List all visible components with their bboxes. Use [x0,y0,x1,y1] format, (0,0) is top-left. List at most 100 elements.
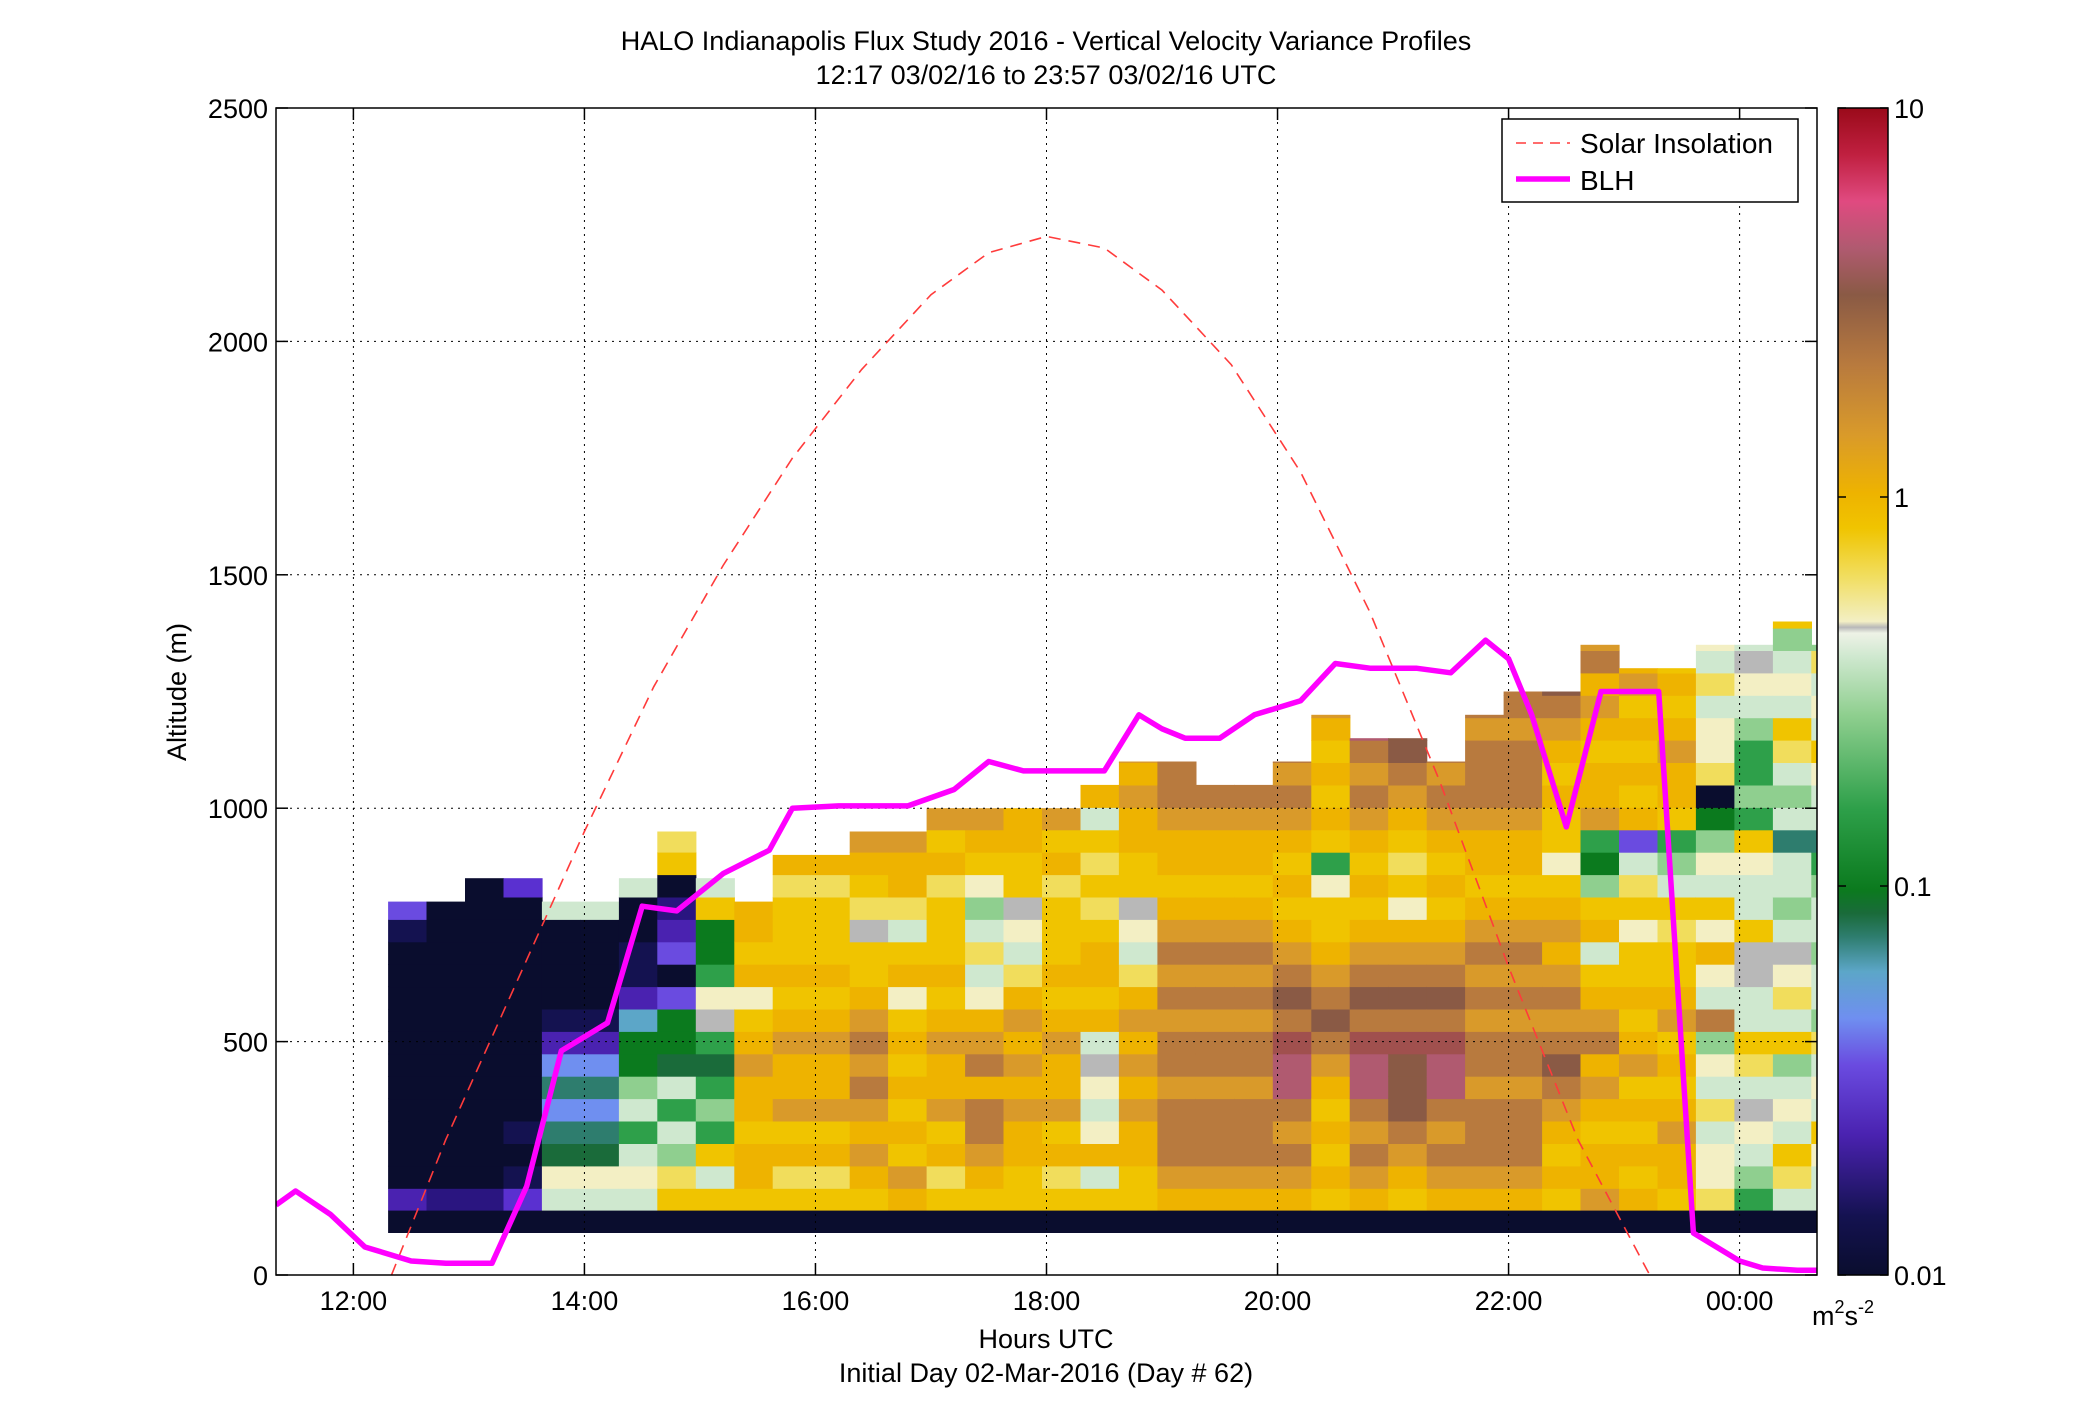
heatmap-cell [926,919,966,943]
heatmap-cell [1888,1099,1927,1122]
heatmap-cell [849,1143,889,1167]
heatmap-cell [1811,740,1817,763]
heatmap-cell [1542,1008,1582,1032]
heatmap-cell [1772,1053,1812,1077]
heatmap-cell [1426,1143,1466,1167]
heatmap-cell [1118,829,1158,853]
heatmap-cell [1965,645,2004,651]
heatmap-cell [503,986,543,1010]
heatmap-cell [1234,1165,1274,1189]
heatmap-cell [1503,986,1543,1010]
heatmap-cell [2004,695,2043,718]
heatmap-cell [1888,1031,1927,1054]
heatmap-cell [695,1143,735,1167]
heatmap-cell [1080,1121,1120,1144]
heatmap-cell [1195,1076,1235,1100]
heatmap-cell [1388,941,1428,965]
heatmap-cell [772,1008,812,1032]
heatmap-cell [1927,1121,1966,1144]
heatmap-cell [1157,1031,1197,1055]
heatmap-cell [1657,740,1697,763]
heatmap-cell [541,986,581,1010]
heatmap-cell [465,878,505,898]
x-tick-label: 22:00 [1475,1286,1543,1316]
heatmap-cell [465,919,505,943]
colorbar: 0.01 0.1 1 10 m2s-2 [1812,94,1947,1331]
heatmap-cell [1734,1031,1774,1055]
heatmap-cell [1118,941,1158,965]
heatmap-cell [926,1031,966,1055]
heatmap-cell [1695,740,1735,763]
heatmap-cell [541,901,581,920]
heatmap-cell [1888,1166,1927,1189]
legend-blh-label: BLH [1580,165,1634,196]
colorbar-gradient [1837,107,1889,1276]
heatmap-cell [1195,829,1235,853]
heatmap-cell [1388,874,1428,898]
heatmap-cell [2004,919,2043,942]
heatmap-cell [1888,740,1927,763]
heatmap-cell [2004,875,2043,898]
heatmap-cell [1003,808,1043,831]
heatmap-cell [1311,964,1351,988]
heatmap-cell [1465,852,1505,876]
heatmap-cell [1888,964,1927,987]
heatmap-cell [1619,1188,1659,1212]
heatmap-cell [811,1076,851,1100]
heatmap-cell [1080,1076,1120,1100]
heatmap-cell [1272,807,1312,831]
heatmap-cell [1695,964,1735,988]
heatmap-cell [1695,1143,1735,1167]
solar-insolation-line [390,235,1651,1275]
heatmap-cell [1772,1008,1812,1032]
heatmap-cell [1811,1076,1817,1100]
heatmap-cell [388,919,428,943]
heatmap-cell [1080,1008,1120,1032]
heatmap-cell [1388,784,1428,808]
heatmap-cell [772,1098,812,1122]
heatmap-cell [1426,784,1466,808]
heatmap-cell [1003,1143,1043,1167]
heatmap-cell [1272,1098,1312,1122]
heatmap-cell [1927,650,1966,673]
heatmap-cell [1465,964,1505,988]
heatmap-cell [1195,852,1235,876]
heatmap-cell [695,1076,735,1100]
heatmap-cell [734,1031,774,1055]
heatmap-cell [541,1008,581,1032]
heatmap-cell [1195,1165,1235,1189]
heatmap-cell [1542,941,1582,965]
heatmap-cell [772,964,812,988]
heatmap-cell [1349,738,1389,741]
heatmap-cell [1734,1008,1774,1032]
heatmap-cell [1311,1165,1351,1189]
heatmap-cell [1888,807,1927,830]
heatmap-cell [1118,1188,1158,1212]
heatmap-cell [1311,896,1351,920]
heatmap-cell [1080,1188,1120,1212]
heatmap-cell [388,1165,428,1189]
heatmap-cell [1503,762,1543,786]
heatmap-cell [1734,829,1774,853]
heatmap-cell [1272,762,1312,786]
heatmap-cell [1465,986,1505,1010]
heatmap-cell [1811,874,1817,898]
heatmap-cell [1811,919,1817,943]
heatmap-cell [1195,807,1235,831]
heatmap-cell [1657,672,1697,696]
heatmap-cell [1157,761,1197,763]
heatmap-cell [2004,606,2043,629]
heatmap-cell [1042,874,1082,898]
heatmap-cell [965,919,1005,943]
heatmap-cell [811,1053,851,1077]
heatmap-cell [1272,896,1312,920]
heatmap-cell [1003,874,1043,898]
heatmap-cell [657,1008,697,1032]
heatmap-cell [1234,874,1274,898]
heatmap-cell [1965,718,2004,741]
heatmap-cell [1772,1031,1812,1055]
heatmap-cell [1388,829,1428,853]
heatmap-cell [1542,1143,1582,1167]
heatmap-cell [1734,1143,1774,1167]
heatmap-cell [1465,1008,1505,1032]
